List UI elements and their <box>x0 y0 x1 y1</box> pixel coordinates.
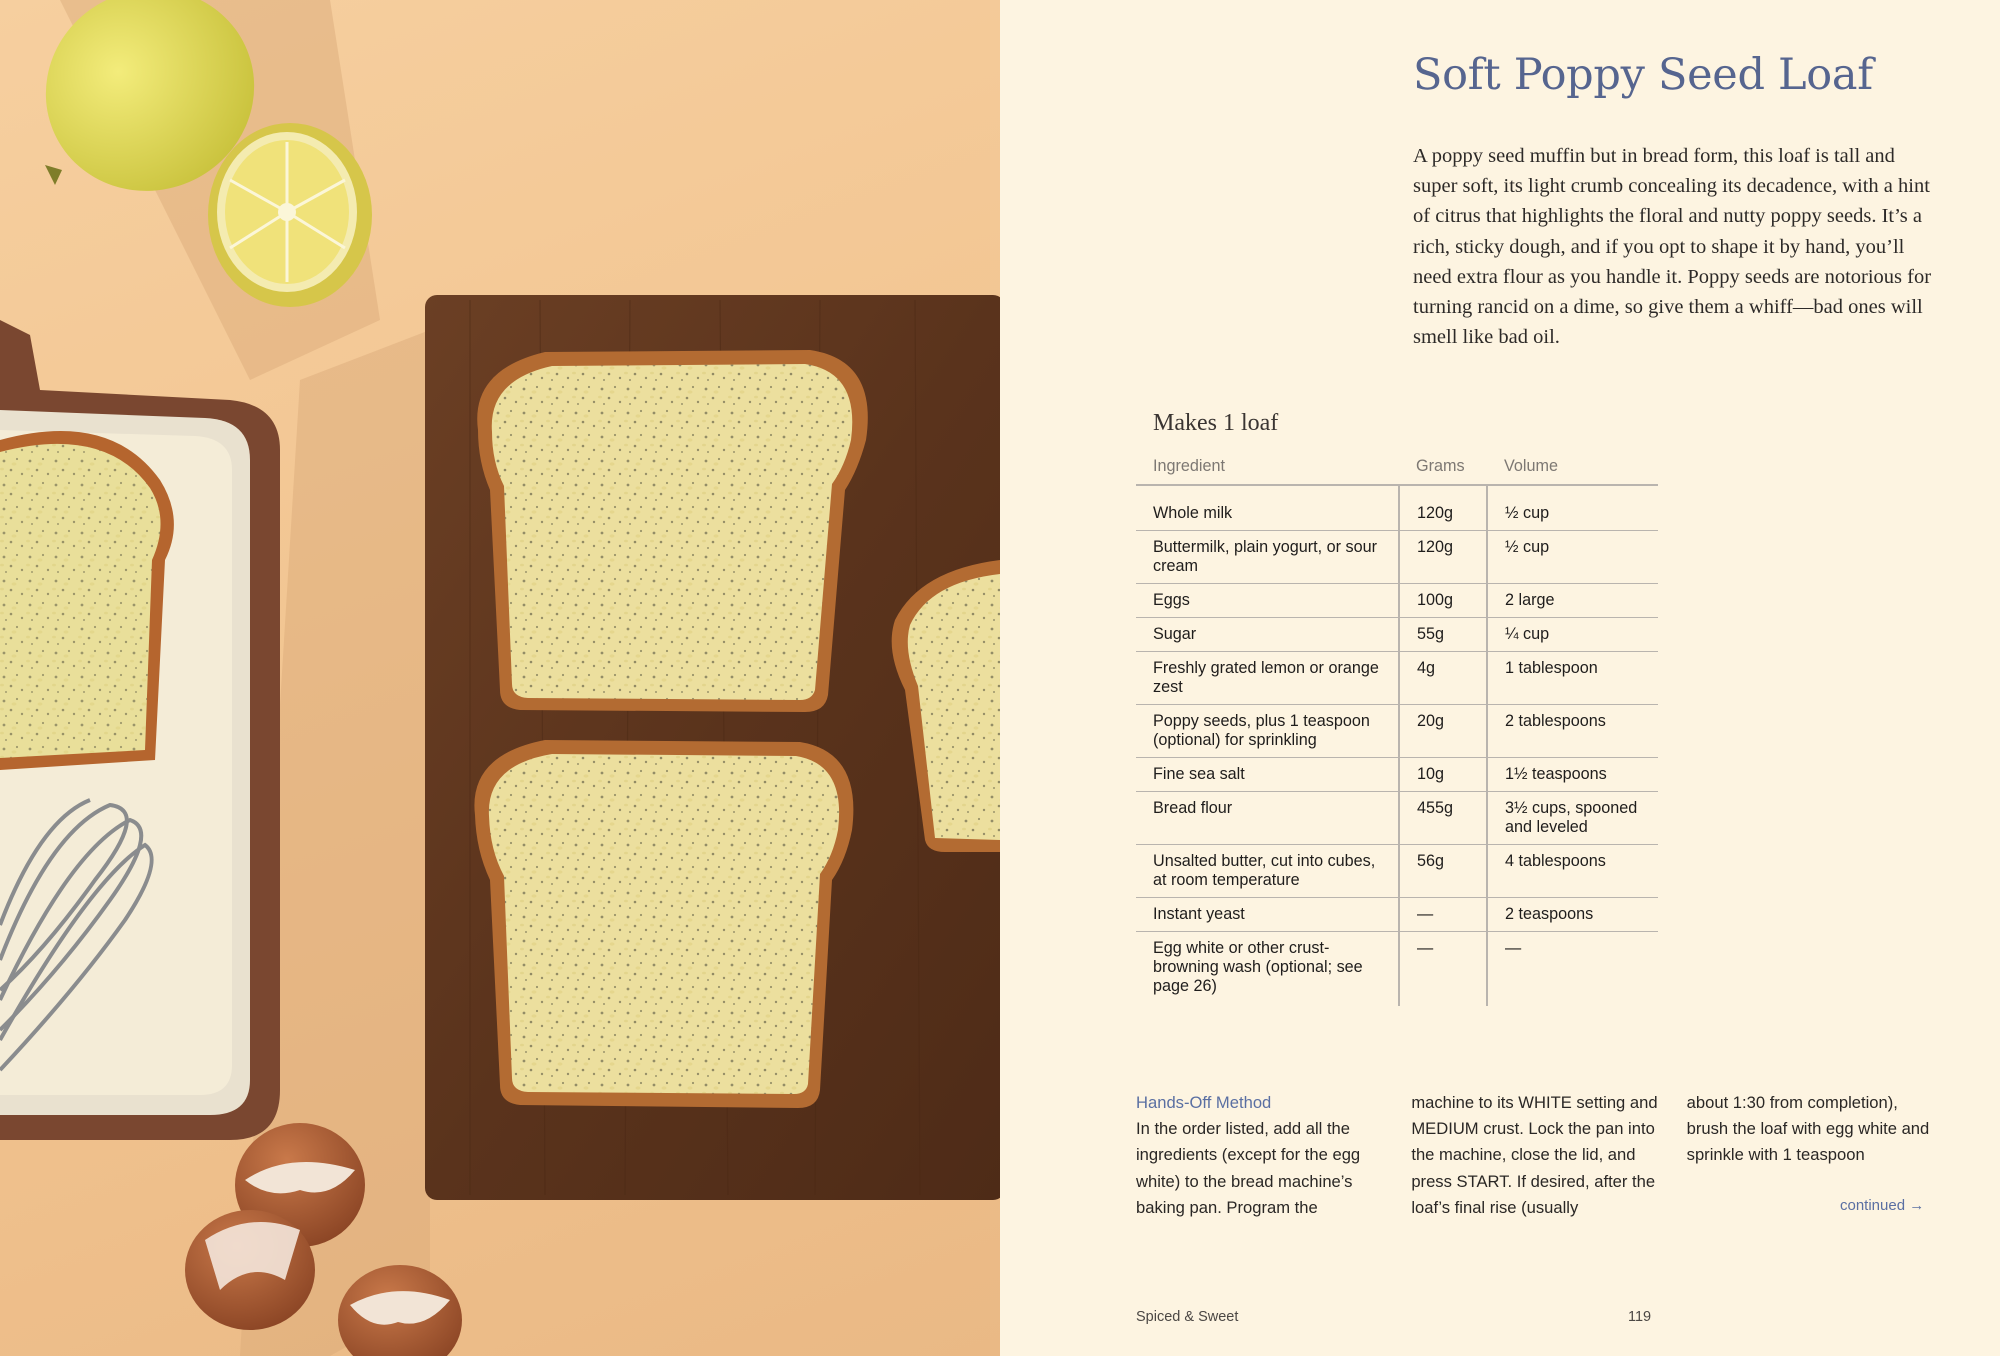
table-row: Sugar 55g ¼ cup <box>1136 617 1658 652</box>
ingredient-volume: 1 tablespoon <box>1486 651 1658 705</box>
ingredient-volume: 4 tablespoons <box>1486 844 1658 898</box>
table-row: Instant yeast — 2 teaspoons <box>1136 897 1658 932</box>
ingredient-volume: 3½ cups, spooned and leveled <box>1486 791 1658 845</box>
header-ingredient: Ingredient <box>1136 455 1399 486</box>
food-photo <box>0 0 1000 1356</box>
ingredient-volume: — <box>1486 931 1658 1006</box>
method-column-2: machine to its WHITE setting and MEDIUM … <box>1411 1090 1660 1221</box>
table-row: Bread flour 455g 3½ cups, spooned and le… <box>1136 791 1658 845</box>
method-column-1: Hands-Off Method In the order listed, ad… <box>1136 1090 1385 1221</box>
method-text-2: machine to its WHITE setting and MEDIUM … <box>1411 1093 1658 1217</box>
table-row: Eggs 100g 2 large <box>1136 583 1658 618</box>
header-grams: Grams <box>1399 455 1487 486</box>
ingredient-volume: ¼ cup <box>1486 617 1658 652</box>
ingredient-grams: — <box>1398 931 1487 1006</box>
ingredient-grams: 120g <box>1398 530 1487 584</box>
ingredient-grams: 10g <box>1398 757 1487 792</box>
ingredient-grams: 56g <box>1398 844 1487 898</box>
ingredient-name: Whole milk <box>1136 485 1399 531</box>
ingredient-grams: 55g <box>1398 617 1487 652</box>
ingredient-grams: — <box>1398 897 1487 932</box>
ingredient-volume: 1½ teaspoons <box>1486 757 1658 792</box>
table-row: Unsalted butter, cut into cubes, at room… <box>1136 844 1658 898</box>
method-section: Hands-Off Method In the order listed, ad… <box>1136 1090 1936 1221</box>
ingredient-name: Buttermilk, plain yogurt, or sour cream <box>1136 530 1399 584</box>
ingredient-volume: 2 teaspoons <box>1486 897 1658 932</box>
header-volume: Volume <box>1487 455 1658 486</box>
ingredient-volume: 2 tablespoons <box>1486 704 1658 758</box>
table-row: Fine sea salt 10g 1½ teaspoons <box>1136 757 1658 792</box>
method-text-3: about 1:30 from completion), brush the l… <box>1686 1093 1930 1165</box>
method-text-1: In the order listed, add all the ingredi… <box>1136 1119 1361 1217</box>
recipe-page: Soft Poppy Seed Loaf A poppy seed muffin… <box>1000 0 2000 1356</box>
ingredient-grams: 455g <box>1398 791 1487 845</box>
method-column-3: about 1:30 from completion), brush the l… <box>1687 1090 1936 1221</box>
ingredient-name: Fine sea salt <box>1136 757 1399 792</box>
ingredient-name: Unsalted butter, cut into cubes, at room… <box>1136 844 1399 898</box>
ingredient-grams: 4g <box>1398 651 1487 705</box>
table-row: Buttermilk, plain yogurt, or sour cream … <box>1136 530 1658 584</box>
ingredient-volume: ½ cup <box>1486 485 1658 531</box>
continued-link: continued → <box>1840 1197 1925 1214</box>
bread-slices-illustration <box>0 0 1000 1356</box>
ingredient-name: Instant yeast <box>1136 897 1399 932</box>
ingredient-grams: 120g <box>1398 485 1487 531</box>
ingredient-name: Sugar <box>1136 617 1399 652</box>
ingredients-table: Ingredient Grams Volume Whole milk 120g … <box>1136 455 1658 1006</box>
recipe-intro: A poppy seed muffin but in bread form, t… <box>1413 145 1932 349</box>
page-number: 119 <box>1628 1309 1652 1325</box>
ingredient-volume: 2 large <box>1486 583 1658 618</box>
table-row: Egg white or other crust-browning wash (… <box>1136 931 1658 1006</box>
ingredient-name: Eggs <box>1136 583 1399 618</box>
method-heading: Hands-Off Method <box>1136 1093 1272 1112</box>
table-header-row: Ingredient Grams Volume <box>1136 455 1658 486</box>
ingredient-name: Freshly grated lemon or orange zest <box>1136 651 1399 705</box>
ingredient-volume: ½ cup <box>1486 530 1658 584</box>
ingredient-name: Poppy seeds, plus 1 teaspoon (optional) … <box>1136 704 1399 758</box>
ingredient-name: Egg white or other crust-browning wash (… <box>1153 939 1363 995</box>
ingredient-grams: 100g <box>1398 583 1487 618</box>
table-row: Poppy seeds, plus 1 teaspoon (optional) … <box>1136 704 1658 758</box>
table-row: Whole milk 120g ½ cup <box>1136 485 1658 531</box>
recipe-title: Soft Poppy Seed Loaf <box>1413 50 1873 100</box>
ingredient-grams: 20g <box>1398 704 1487 758</box>
book-title-footer: Spiced & Sweet <box>1136 1309 1239 1325</box>
table-row: Freshly grated lemon or orange zest 4g 1… <box>1136 651 1658 705</box>
recipe-yield: Makes 1 loaf <box>1153 410 1279 436</box>
ingredient-name: Bread flour <box>1136 791 1399 845</box>
